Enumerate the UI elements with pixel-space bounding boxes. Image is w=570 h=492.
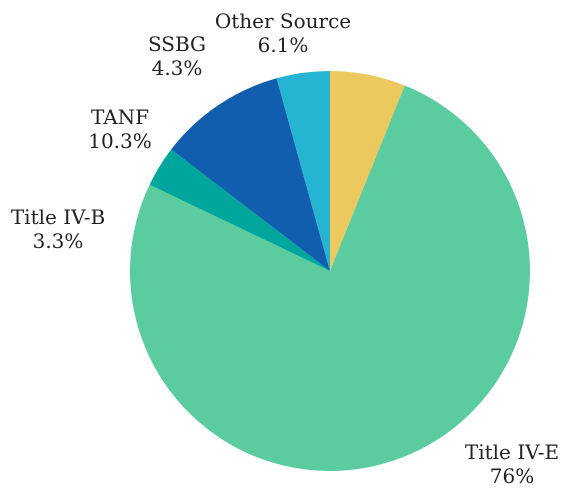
pie-slice-ssbg xyxy=(276,71,330,271)
slice-label-title-iv-b: Title IV-B 3.3% xyxy=(11,205,105,253)
pie-slice-title-iv-b xyxy=(149,149,330,271)
slice-name-other-source: Other Source xyxy=(215,9,351,33)
slice-value-ssbg: 4.3% xyxy=(152,56,203,80)
slice-value-title-iv-e: 76% xyxy=(490,464,534,488)
slice-label-title-iv-e: Title IV-E 76% xyxy=(465,440,559,488)
pie-slice-tanf xyxy=(171,78,330,271)
pie-slices xyxy=(129,71,530,471)
slice-name-title-iv-e: Title IV-E xyxy=(465,440,559,464)
pie-slice-title-iv-e xyxy=(129,85,530,471)
slice-name-tanf: TANF xyxy=(91,105,149,129)
pie-slice-other-source xyxy=(330,71,405,271)
slice-value-title-iv-b: 3.3% xyxy=(33,229,84,253)
pie-labels: Other Source 6.1% Title IV-E 76% Title IV-B 3… xyxy=(11,9,559,488)
slice-name-title-iv-b: Title IV-B xyxy=(11,205,105,229)
slice-value-tanf: 10.3% xyxy=(88,129,152,153)
slice-value-other-source: 6.1% xyxy=(258,33,309,57)
slice-name-ssbg: SSBG xyxy=(148,32,206,56)
slice-label-ssbg: SSBG 4.3% xyxy=(148,32,206,80)
slice-label-other-source: Other Source 6.1% xyxy=(215,9,351,57)
slice-label-tanf: TANF 10.3% xyxy=(88,105,152,153)
